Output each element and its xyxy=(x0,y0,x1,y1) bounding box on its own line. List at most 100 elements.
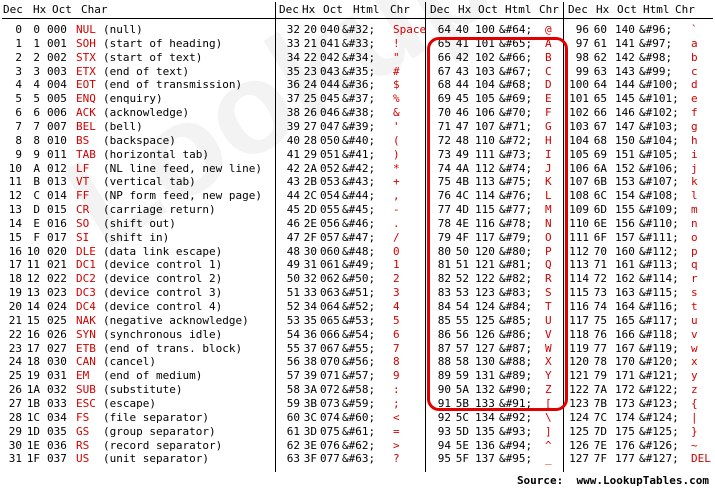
chr-glyph: C xyxy=(545,64,552,78)
char-abbrev: ETB xyxy=(76,341,96,355)
oct-value: 172 xyxy=(615,383,635,397)
char-abbrev: CR xyxy=(76,203,90,217)
dec-value: 112 xyxy=(569,244,589,258)
oct-value: 062 xyxy=(320,272,340,286)
char-description: (start of heading) xyxy=(103,36,223,50)
header-hx: Hx xyxy=(33,3,47,16)
dec-value: 54 xyxy=(286,327,300,341)
oct-value: 167 xyxy=(615,341,635,355)
char-description: (null) xyxy=(103,23,143,36)
chr-glyph: & xyxy=(393,106,400,120)
chr-glyph: s xyxy=(691,286,698,300)
char-description: (shift in) xyxy=(103,230,170,244)
html-entity: &#80; xyxy=(499,244,533,258)
html-entity: &#74; xyxy=(499,161,533,175)
chr-glyph: m xyxy=(691,203,698,217)
html-entity: &#88; xyxy=(499,355,533,369)
dec-value: 3 xyxy=(15,64,22,78)
hex-value: 60 xyxy=(593,23,607,36)
chr-glyph: W xyxy=(545,341,552,355)
dec-value: 84 xyxy=(437,300,451,313)
char-abbrev: ACK xyxy=(76,106,96,120)
hex-value: 5A xyxy=(455,383,469,397)
hex-value: 36 xyxy=(303,327,317,341)
oct-value: 057 xyxy=(320,230,340,244)
dec-value: 38 xyxy=(286,106,300,120)
html-entity: &#49; xyxy=(342,258,376,272)
oct-value: 137 xyxy=(475,452,495,466)
html-entity: &#44; xyxy=(342,189,376,203)
dec-value: 49 xyxy=(286,258,300,272)
hex-value: 5 xyxy=(33,92,40,106)
dec-value: 94 xyxy=(437,438,451,452)
oct-value: 024 xyxy=(47,300,67,313)
table-row: 63 3F 077 &#63;? xyxy=(0,452,715,466)
html-entity: &#54; xyxy=(342,327,376,341)
dec-value: 1 xyxy=(15,36,22,50)
hex-value: 5E xyxy=(455,438,469,452)
header-dec: Dec xyxy=(430,3,450,16)
hex-value: 14 xyxy=(26,300,40,313)
html-entity: &#53; xyxy=(342,313,376,327)
header-oct: Oct xyxy=(478,3,498,16)
char-description: (backspace) xyxy=(103,133,176,147)
table-row: 100 64 144 &#100; d xyxy=(0,78,715,92)
chr-glyph: 9 xyxy=(393,369,400,383)
html-entity: &#83; xyxy=(499,286,533,300)
oct-value: 132 xyxy=(475,383,495,397)
html-entity: &#35; xyxy=(342,64,376,78)
hex-value: 1D xyxy=(26,424,40,438)
oct-value: 001 xyxy=(47,36,67,50)
char-abbrev: DC1 xyxy=(76,258,96,272)
table-row: 65 41 101 &#65; A xyxy=(0,37,715,51)
dec-value: 103 xyxy=(569,119,589,133)
hex-value: 75 xyxy=(593,313,607,327)
dec-value: 101 xyxy=(569,92,589,106)
hex-value: D xyxy=(33,203,40,217)
dec-value: 15 xyxy=(8,230,22,244)
hex-value: 3 xyxy=(33,64,40,78)
oct-value: 015 xyxy=(47,203,67,217)
hex-value: 24 xyxy=(303,78,317,92)
hex-value: 35 xyxy=(303,313,317,327)
dec-value: 32 xyxy=(286,23,300,36)
oct-value: 021 xyxy=(47,258,67,272)
oct-value: 125 xyxy=(475,313,495,327)
table-row: 13 D 015 CR (carriage return) xyxy=(0,203,715,217)
oct-value: 073 xyxy=(320,396,340,410)
html-entity: &#105; xyxy=(639,147,679,161)
oct-value: 112 xyxy=(475,161,495,175)
table-row: 32 20 040 &#32; Space xyxy=(0,23,715,37)
hex-value: 1F xyxy=(26,452,40,466)
html-entity: &#102; xyxy=(639,106,679,120)
table-row: 3 3 003 ETX (end of text) xyxy=(0,65,715,79)
dec-value: 71 xyxy=(437,119,451,133)
oct-value: 144 xyxy=(615,78,635,92)
dec-value: 19 xyxy=(8,286,22,300)
html-entity: &#55; xyxy=(342,341,376,355)
hex-value: 62 xyxy=(593,50,607,64)
table-row: 57 39 071 &#57; 9 xyxy=(0,369,715,383)
chr-glyph: l xyxy=(691,189,698,203)
dec-value: 20 xyxy=(8,300,22,313)
dec-value: 97 xyxy=(575,36,589,50)
table-row: 23 17 027 ETB (end of trans. block) xyxy=(0,342,715,356)
table-row: 45 2D 055 &#45; - xyxy=(0,203,715,217)
oct-value: 055 xyxy=(320,203,340,217)
chr-glyph: n xyxy=(691,216,698,230)
header-html: Html xyxy=(643,3,670,16)
dec-value: 111 xyxy=(569,230,589,244)
dec-value: 6 xyxy=(15,106,22,120)
html-entity: &#97; xyxy=(639,36,673,50)
chr-glyph: + xyxy=(393,175,400,189)
html-entity: &#51; xyxy=(342,286,376,300)
dec-value: 115 xyxy=(569,286,589,300)
table-row: 26 1A 032 SUB (substitute) xyxy=(0,383,715,397)
oct-value: 124 xyxy=(475,300,495,313)
chr-glyph: p xyxy=(691,244,698,258)
hex-value: 41 xyxy=(455,36,469,50)
dec-value: 95 xyxy=(437,452,451,466)
table-row: 87 57 127 &#87; W xyxy=(0,342,715,356)
chr-glyph: Z xyxy=(545,383,552,397)
table-row: 24 18 030 CAN (cancel) xyxy=(0,355,715,369)
